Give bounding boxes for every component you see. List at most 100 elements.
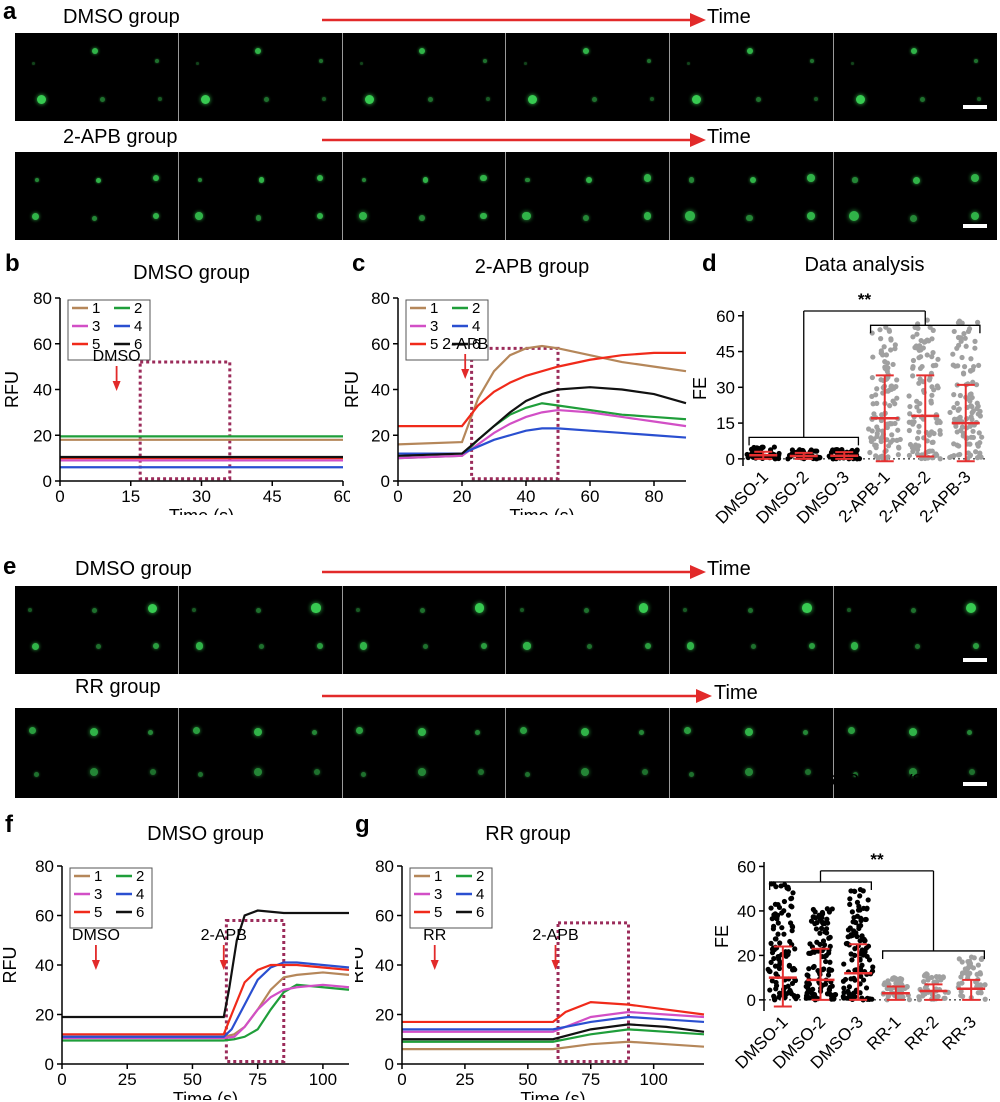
panel-letter-d: d bbox=[702, 250, 717, 277]
data-point bbox=[929, 392, 935, 398]
data-point bbox=[910, 334, 916, 340]
data-point bbox=[850, 919, 856, 925]
y-tick-label: 40 bbox=[375, 956, 394, 975]
x-tick-label: 25 bbox=[455, 1070, 474, 1089]
y-axis-label: RFU bbox=[355, 947, 367, 984]
data-point bbox=[854, 899, 861, 905]
data-point bbox=[884, 424, 890, 431]
data-point bbox=[811, 949, 817, 955]
cell-dot bbox=[909, 214, 917, 222]
data-point bbox=[974, 406, 980, 412]
cell-dot bbox=[523, 61, 527, 65]
cell-dot bbox=[195, 642, 203, 650]
data-point bbox=[878, 377, 884, 383]
data-point bbox=[906, 997, 913, 1003]
data-point bbox=[849, 909, 855, 915]
data-point bbox=[929, 974, 935, 981]
time-arrow-e-bottom bbox=[322, 689, 712, 703]
series-line-4 bbox=[398, 427, 687, 455]
data-point bbox=[959, 320, 965, 326]
x-tick-label: 80 bbox=[645, 487, 664, 506]
data-point bbox=[855, 907, 862, 913]
cell-dot bbox=[525, 177, 531, 183]
data-point bbox=[857, 893, 863, 899]
y-tick-label: 80 bbox=[35, 857, 54, 876]
data-point bbox=[865, 897, 871, 903]
x-tick-label: 60 bbox=[581, 487, 600, 506]
data-point bbox=[841, 985, 847, 991]
cell-dot bbox=[200, 94, 210, 104]
data-point bbox=[895, 452, 901, 458]
fluorescence-strip-e-bottom bbox=[15, 708, 997, 798]
y-tick-label: 60 bbox=[375, 907, 394, 926]
data-point bbox=[785, 886, 792, 892]
data-point bbox=[860, 948, 867, 954]
data-point bbox=[910, 373, 916, 379]
cell-dot bbox=[851, 61, 855, 65]
image-frame bbox=[670, 586, 835, 674]
data-point bbox=[767, 987, 773, 993]
panel-letter-c: c bbox=[352, 250, 365, 277]
data-point bbox=[910, 448, 916, 455]
data-point bbox=[959, 354, 965, 361]
legend-label-1: 1 bbox=[94, 868, 102, 885]
data-point bbox=[845, 988, 851, 994]
data-point bbox=[831, 996, 837, 1002]
data-point bbox=[849, 957, 855, 963]
data-point bbox=[916, 355, 922, 361]
strip-title-a-top: DMSO group bbox=[63, 6, 180, 28]
data-point bbox=[769, 916, 775, 922]
data-point bbox=[982, 982, 988, 988]
annotation-label: 2-APB bbox=[201, 927, 247, 944]
data-point bbox=[916, 997, 922, 1003]
legend-label-2: 2 bbox=[134, 300, 142, 317]
cell-dot bbox=[525, 771, 531, 777]
data-point bbox=[899, 976, 905, 982]
y-tick-label: 60 bbox=[737, 857, 756, 876]
cell-dot bbox=[313, 769, 320, 775]
data-point bbox=[848, 951, 854, 957]
cell-dot bbox=[253, 728, 262, 736]
image-frame bbox=[834, 708, 997, 798]
image-frame bbox=[506, 586, 671, 674]
data-point bbox=[929, 448, 935, 454]
series-line-6 bbox=[62, 909, 349, 1019]
cell-dot bbox=[966, 603, 977, 613]
data-point bbox=[957, 392, 963, 399]
image-frame bbox=[178, 33, 343, 121]
chart-c: c 2-APB group 0 20 40 60 80 0 20 40 60 80 Time (s) RF… bbox=[342, 250, 687, 515]
legend-label-6: 6 bbox=[134, 336, 142, 353]
image-frame bbox=[15, 708, 179, 798]
image-frame bbox=[670, 33, 835, 121]
legend-label-6: 6 bbox=[476, 904, 484, 921]
x-tick-label: 15 bbox=[121, 487, 140, 506]
x-tick-label: 45 bbox=[263, 487, 282, 506]
cell-dot bbox=[28, 608, 33, 612]
cell-dot bbox=[808, 643, 815, 649]
cell-dot bbox=[643, 174, 652, 182]
data-point bbox=[873, 442, 879, 448]
x-tick-label: 100 bbox=[309, 1070, 337, 1089]
data-point bbox=[857, 938, 863, 944]
data-point bbox=[890, 398, 896, 404]
data-point bbox=[888, 383, 895, 389]
cell-dot bbox=[477, 769, 484, 775]
cell-dot bbox=[805, 769, 812, 775]
data-point bbox=[886, 327, 892, 333]
data-point bbox=[931, 430, 937, 437]
x-tick-label: 75 bbox=[581, 1070, 600, 1089]
data-point bbox=[814, 939, 820, 945]
cell-dot bbox=[974, 59, 979, 63]
cell-dot bbox=[687, 642, 695, 650]
cell-dot bbox=[847, 726, 855, 734]
data-point bbox=[789, 923, 795, 929]
data-point bbox=[869, 374, 875, 381]
cell-dot bbox=[909, 768, 918, 776]
data-point bbox=[885, 388, 891, 394]
cell-dot bbox=[909, 728, 918, 736]
data-point bbox=[859, 933, 865, 939]
cell-dot bbox=[852, 771, 858, 777]
data-point bbox=[914, 404, 920, 410]
x-tick-label: 0 bbox=[55, 487, 64, 506]
data-point bbox=[773, 983, 780, 989]
